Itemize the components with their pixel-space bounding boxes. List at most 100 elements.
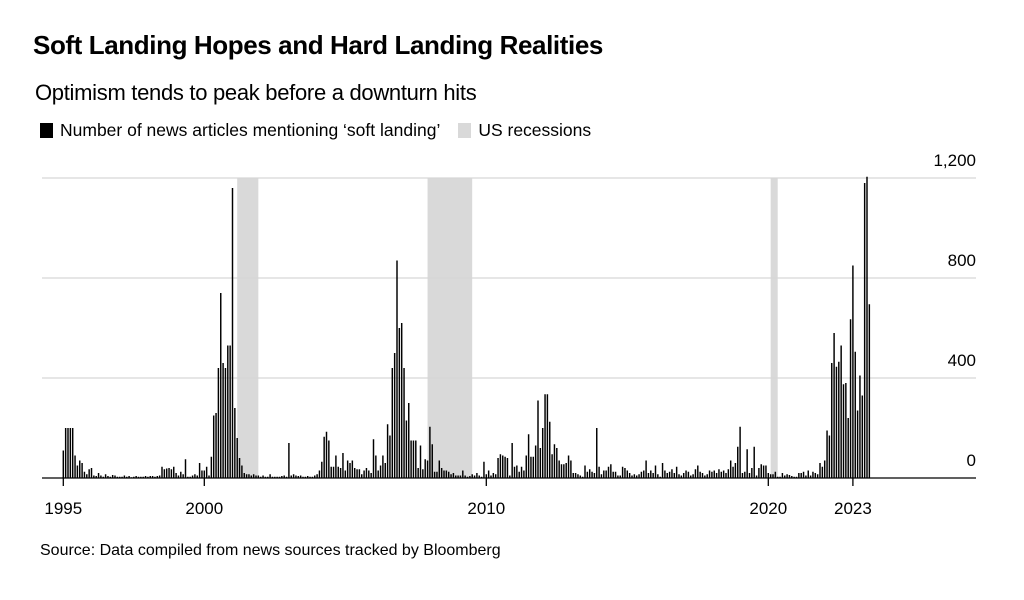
bar bbox=[767, 473, 770, 478]
bar bbox=[384, 463, 386, 478]
bar bbox=[382, 455, 384, 478]
bar bbox=[715, 473, 718, 478]
bar bbox=[464, 475, 466, 478]
bar bbox=[605, 470, 607, 478]
bar bbox=[868, 304, 871, 478]
bar bbox=[191, 475, 194, 478]
y-tick-label: 1,200 bbox=[933, 151, 976, 170]
bar bbox=[647, 473, 650, 478]
bar bbox=[245, 474, 248, 478]
bar bbox=[567, 455, 570, 478]
bar bbox=[97, 473, 100, 478]
bar bbox=[205, 466, 208, 478]
bar bbox=[452, 473, 455, 478]
bar bbox=[314, 475, 316, 478]
bar bbox=[220, 293, 222, 478]
bar bbox=[701, 473, 704, 478]
bar bbox=[556, 448, 558, 478]
bar bbox=[643, 470, 645, 478]
bar bbox=[638, 474, 640, 478]
bar bbox=[673, 473, 676, 478]
bar bbox=[788, 475, 791, 478]
bar bbox=[255, 475, 257, 478]
bar bbox=[349, 463, 351, 478]
bar bbox=[170, 469, 173, 478]
bar bbox=[494, 474, 497, 478]
bar bbox=[863, 183, 866, 478]
bar bbox=[748, 473, 751, 478]
bar bbox=[391, 368, 394, 478]
bar bbox=[765, 465, 767, 478]
bar bbox=[198, 463, 201, 478]
bar bbox=[173, 466, 175, 478]
x-tick-label: 2000 bbox=[185, 499, 223, 518]
x-tick-label: 2023 bbox=[834, 499, 872, 518]
bar bbox=[546, 394, 549, 478]
bar bbox=[725, 473, 727, 478]
bar bbox=[316, 474, 318, 478]
bar bbox=[471, 474, 473, 478]
bar bbox=[455, 475, 457, 478]
bar bbox=[668, 471, 671, 478]
bar bbox=[104, 474, 107, 478]
bar bbox=[337, 466, 339, 478]
bar bbox=[584, 465, 586, 478]
bar bbox=[433, 471, 436, 478]
bar bbox=[525, 455, 527, 478]
legend-label-recessions: US recessions bbox=[478, 120, 592, 140]
bar bbox=[614, 471, 617, 478]
legend-label-articles: Number of news articles mentioning ‘soft… bbox=[60, 120, 441, 140]
bar bbox=[527, 434, 530, 478]
bar bbox=[363, 470, 365, 478]
bar bbox=[168, 468, 170, 478]
recession-band bbox=[770, 178, 778, 478]
bar bbox=[281, 476, 283, 478]
bar bbox=[222, 363, 224, 478]
bar bbox=[295, 475, 297, 478]
legend-swatch-recessions bbox=[458, 123, 472, 138]
legend-item-recessions: US recessions bbox=[458, 120, 591, 141]
bar bbox=[156, 476, 159, 478]
bar bbox=[845, 383, 847, 478]
chart-subtitle: Optimism tends to peak before a downturn… bbox=[35, 80, 477, 105]
bar bbox=[593, 473, 596, 478]
x-tick-label: 1995 bbox=[44, 499, 82, 518]
bar bbox=[88, 469, 90, 478]
bar bbox=[62, 450, 65, 478]
bar bbox=[631, 475, 633, 478]
bar bbox=[100, 475, 102, 478]
bar bbox=[478, 475, 480, 478]
bar bbox=[809, 475, 812, 478]
bar bbox=[713, 470, 715, 478]
recession-band bbox=[427, 178, 473, 478]
bar bbox=[572, 473, 574, 478]
bar bbox=[422, 469, 424, 478]
bar bbox=[74, 455, 76, 478]
bar bbox=[739, 426, 741, 478]
bar bbox=[93, 475, 95, 478]
bar bbox=[570, 460, 572, 478]
bar bbox=[241, 465, 243, 478]
bar bbox=[551, 454, 553, 478]
bar bbox=[492, 473, 495, 478]
bar bbox=[323, 436, 325, 478]
bar bbox=[400, 323, 403, 478]
bar bbox=[288, 443, 290, 478]
bar bbox=[252, 474, 255, 478]
bar bbox=[476, 473, 478, 478]
bar bbox=[398, 328, 401, 478]
bar bbox=[769, 474, 772, 478]
bar bbox=[610, 464, 612, 478]
y-tick-label: 400 bbox=[948, 351, 976, 370]
bar bbox=[158, 475, 161, 478]
bar bbox=[720, 471, 723, 478]
bar bbox=[182, 474, 184, 478]
bar bbox=[626, 470, 629, 478]
y-tick-label: 800 bbox=[948, 251, 976, 270]
bar bbox=[671, 469, 673, 478]
bar bbox=[71, 428, 74, 478]
bar bbox=[852, 265, 854, 478]
bar bbox=[149, 476, 151, 478]
bar bbox=[243, 473, 245, 478]
bar bbox=[415, 440, 417, 478]
